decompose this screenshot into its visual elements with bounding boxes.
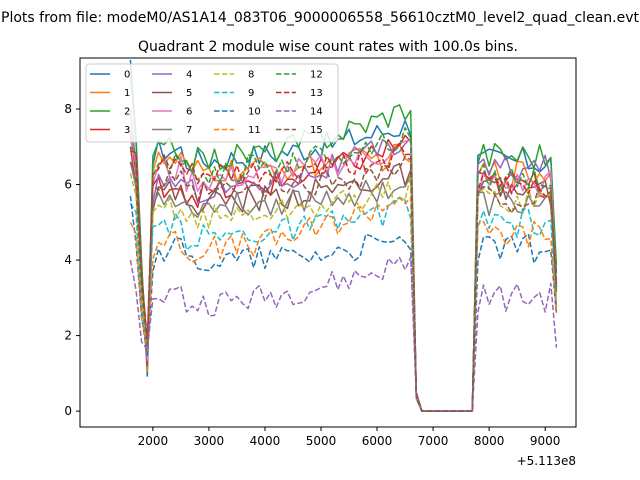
series-line-10 [129,195,558,412]
chart-title: Quadrant 2 module wise count rates with … [138,39,518,55]
series-line-11 [129,197,558,412]
x-tick-label: 8000 [474,434,505,448]
y-tick-label: 4 [64,253,72,267]
x-tick-label: 7000 [418,434,449,448]
x-tick-label: 9000 [530,434,561,448]
legend-box [85,63,339,143]
legend-label: 8 [248,70,254,81]
plot-frame [79,57,577,428]
y-tick-label: 2 [64,329,72,343]
legend-label: 7 [186,125,192,136]
legend-label: 13 [310,88,323,99]
series-line-8 [129,173,558,412]
legend-label: 3 [124,125,130,136]
x-tick-label: 3000 [194,434,225,448]
y-tick-label: 0 [64,404,72,418]
y-tick-label: 6 [64,178,72,192]
legend-label: 1 [124,88,130,99]
x-tick-label: 5000 [306,434,337,448]
series-line-7 [129,161,558,412]
series-line-5 [129,146,558,412]
legend-label: 14 [310,107,323,118]
legend-label: 0 [124,70,130,81]
y-tick-label: 8 [64,102,72,116]
y-axis: 0 2 4 6 8 [64,102,80,418]
figure-suptitle: Plots from file: modeM0/AS1A14_083T06_90… [1,10,639,26]
series-line-15 [129,155,558,412]
series-line-9 [129,196,558,412]
series-line-14 [129,256,558,412]
legend-label: 12 [310,70,323,81]
x-tick-label: 2000 [138,434,169,448]
legend-label: 5 [186,88,192,99]
series-line-13 [130,142,558,412]
legend-label: 2 [124,107,130,118]
legend-label: 15 [310,125,323,136]
series-layer [129,59,558,412]
legend-label: 6 [186,107,192,118]
legend-label: 9 [248,88,254,99]
x-offset-label: +5.113e8 [517,454,576,468]
legend-label: 10 [248,107,261,118]
x-axis: 2000 3000 4000 5000 6000 7000 8000 9000 [138,427,561,448]
series-line-6 [129,139,558,412]
legend-label: 11 [248,125,261,136]
x-tick-label: 6000 [362,434,393,448]
series-line-2 [129,71,558,412]
legend-label: 4 [186,70,192,81]
x-tick-label: 4000 [250,434,281,448]
